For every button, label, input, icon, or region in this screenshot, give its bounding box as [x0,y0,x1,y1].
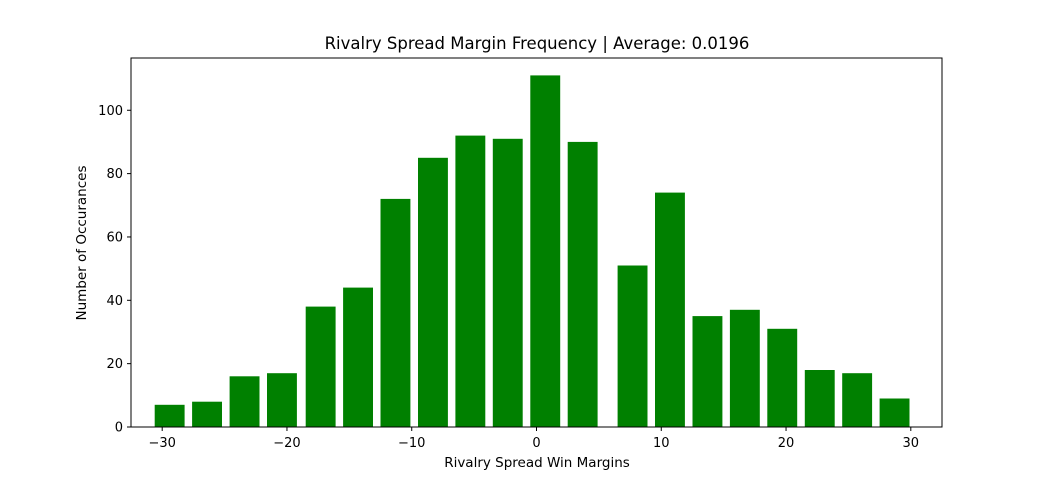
x-tick-label: −20 [273,436,300,451]
bar [530,75,561,428]
bar [879,398,910,427]
bar [418,157,448,428]
bar [842,373,873,427]
y-axis-label: Number of Occurances [74,166,90,321]
chart-title: Rivalry Spread Margin Frequency | Averag… [325,34,750,53]
y-tick-label: 60 [106,230,123,245]
bar [617,265,648,427]
y-tick-label: 0 [115,421,123,436]
x-tick-label: −10 [398,436,425,451]
bar [305,306,336,427]
x-tick-label: 30 [903,436,920,451]
y-tick-label: 100 [98,104,123,119]
bar-group [154,75,910,428]
x-tick-label: 20 [778,436,795,451]
bar [567,141,598,427]
bar [729,309,760,427]
bar [455,135,486,427]
bar [192,401,222,427]
bar [804,370,835,427]
bar [692,316,723,427]
x-tick-label: −30 [148,436,175,451]
bar [343,287,373,427]
y-tick-label: 80 [106,167,123,182]
y-tick-label: 40 [106,294,123,309]
x-tick-label: 10 [653,436,670,451]
y-axis-ticks: 0 20 40 60 80 100 [98,104,131,436]
bar [492,138,523,428]
bar [229,376,260,427]
x-tick-label: 0 [532,436,540,451]
y-tick-label: 20 [106,357,123,372]
bar [767,328,798,427]
x-axis-label: Rivalry Spread Win Margins [444,455,630,471]
bar [655,192,685,427]
bar [267,373,297,427]
x-axis-ticks: −30 −20 −10 0 10 20 30 [148,427,919,451]
bar [154,404,185,427]
bar [380,198,411,427]
